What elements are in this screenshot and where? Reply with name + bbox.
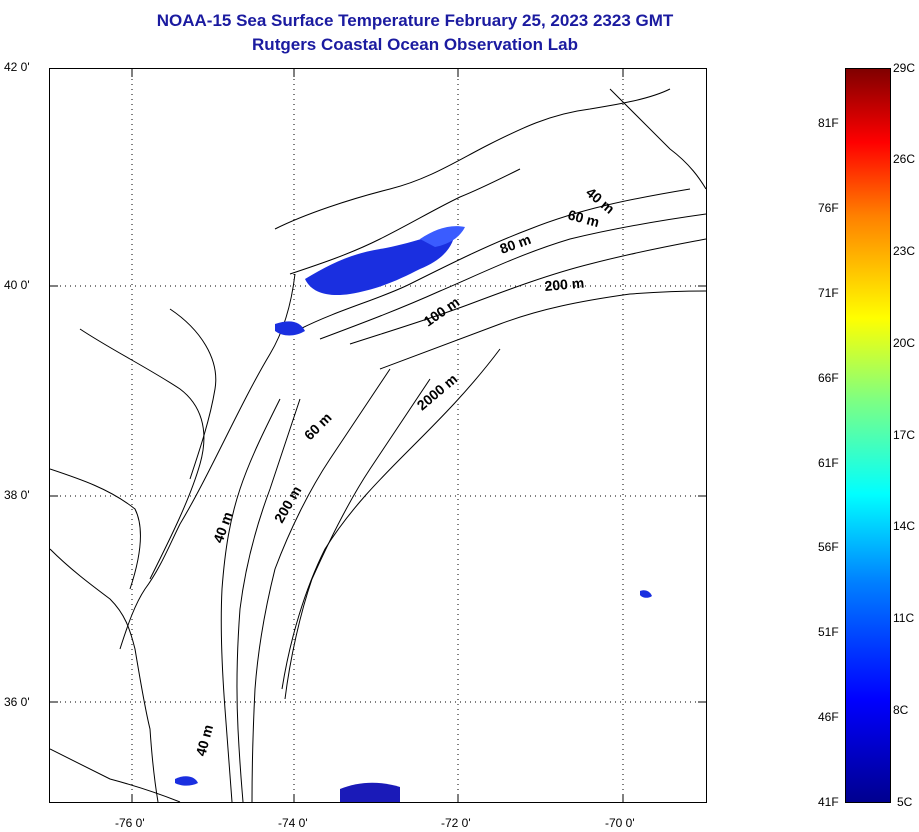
temperature-colorbar [845, 68, 891, 803]
map-subtitle: Rutgers Coastal Ocean Observation Lab [252, 35, 578, 54]
contour-label: 2000 m [414, 371, 461, 414]
colorbar-fahrenheit-label: 66F [818, 371, 839, 385]
colorbar-celsius-label: 23C [893, 244, 916, 258]
axis-ticks [50, 69, 706, 802]
colorbar-celsius-label: 26C [893, 152, 916, 166]
map-canvas: 40 m 60 m 80 m 200 m 100 m 2000 m 60 m 2… [50, 69, 706, 802]
contour-label: 60 m [301, 409, 335, 443]
colorbar-celsius-label: 29C [893, 61, 916, 75]
colorbar-celsius-label: 11C [893, 611, 915, 625]
colorbar-fahrenheit-label: 71F [818, 286, 839, 300]
bathymetry-contours [220, 188, 706, 802]
contour-label: 40 m [210, 510, 236, 545]
lat-label-40: 40 0' [4, 278, 30, 292]
contour-label: 80 m [498, 231, 533, 257]
colorbar-celsius-label: 17C [893, 428, 916, 442]
colorbar-fahrenheit-label: 51F [818, 625, 839, 639]
contour-label: 60 m [566, 206, 601, 230]
map-title: NOAA-15 Sea Surface Temperature February… [156, 11, 674, 30]
sst-map: 40 m 60 m 80 m 200 m 100 m 2000 m 60 m 2… [49, 68, 707, 803]
contour-label: 200 m [544, 275, 585, 294]
lat-label-42: 42 0' [4, 60, 30, 74]
colorbar-fahrenheit-label: 81F [818, 116, 839, 130]
colorbar-fahrenheit-label: 76F [818, 201, 839, 215]
coastline [50, 88, 706, 802]
lon-label-76: -76 0' [115, 816, 145, 830]
colorbar-fahrenheit-label: 56F [818, 540, 839, 554]
contour-label: 200 m [271, 483, 305, 525]
lon-label-74: -74 0' [278, 816, 308, 830]
contour-label: 100 m [421, 294, 463, 330]
lat-label-36: 36 0' [4, 695, 30, 709]
colorbar-celsius-label: 5C [897, 795, 913, 809]
colorbar-celsius-label: 14C [893, 519, 916, 533]
lon-label-70: -70 0' [605, 816, 635, 830]
colorbar-fahrenheit-label: 61F [818, 456, 839, 470]
colorbar-fahrenheit-label: 46F [818, 710, 839, 724]
colorbar-celsius-label: 8C [893, 703, 909, 717]
colorbar-fahrenheit-label: 41F [818, 795, 839, 809]
colorbar-celsius-label: 20C [893, 336, 916, 350]
lon-label-72: -72 0' [441, 816, 471, 830]
graticule [50, 69, 706, 802]
lat-label-38: 38 0' [4, 488, 30, 502]
sst-patches [175, 226, 652, 802]
contour-label: 40 m [192, 723, 216, 758]
